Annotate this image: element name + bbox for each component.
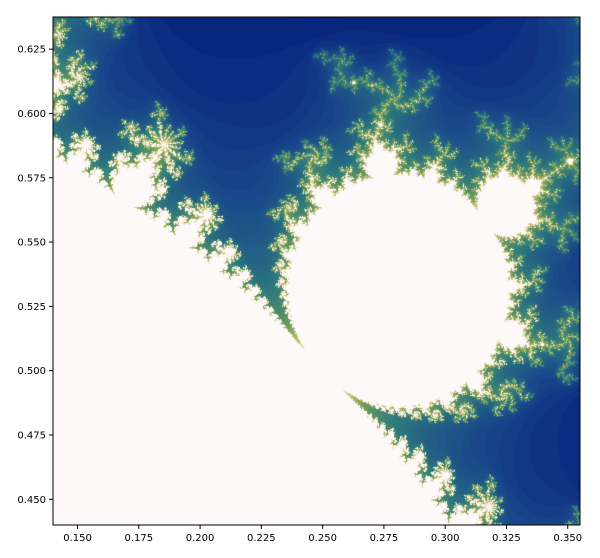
y-tick-label: 0.525 [17,302,46,313]
plot-frame [52,16,581,526]
x-tick-label: 0.225 [247,533,276,544]
y-tick-label: 0.450 [17,495,46,506]
x-tick-label: 0.175 [124,533,153,544]
x-tick-label: 0.275 [370,533,399,544]
y-tick-label: 0.600 [17,109,46,120]
y-tick-label: 0.475 [17,430,46,441]
x-tick-label: 0.150 [63,533,92,544]
y-axis: 0.450 0.475 0.500 0.525 0.550 0.575 0.600 0.625 [17,45,53,506]
y-tick-label: 0.550 [17,238,46,249]
y-tick-label: 0.625 [17,45,46,56]
x-axis: 0.150 0.175 0.200 0.225 0.250 0.275 0.300 0.325… [63,525,582,544]
x-tick-label: 0.300 [431,533,460,544]
x-tick-label: 0.350 [553,533,582,544]
fractal-heatmap-region [53,17,580,525]
x-tick-label: 0.250 [308,533,337,544]
y-tick-label: 0.575 [17,173,46,184]
x-tick-label: 0.200 [186,533,215,544]
y-tick-label: 0.500 [17,366,46,377]
fractal-heatmap [53,17,580,525]
x-tick-label: 0.325 [492,533,521,544]
plot-area [52,16,581,526]
